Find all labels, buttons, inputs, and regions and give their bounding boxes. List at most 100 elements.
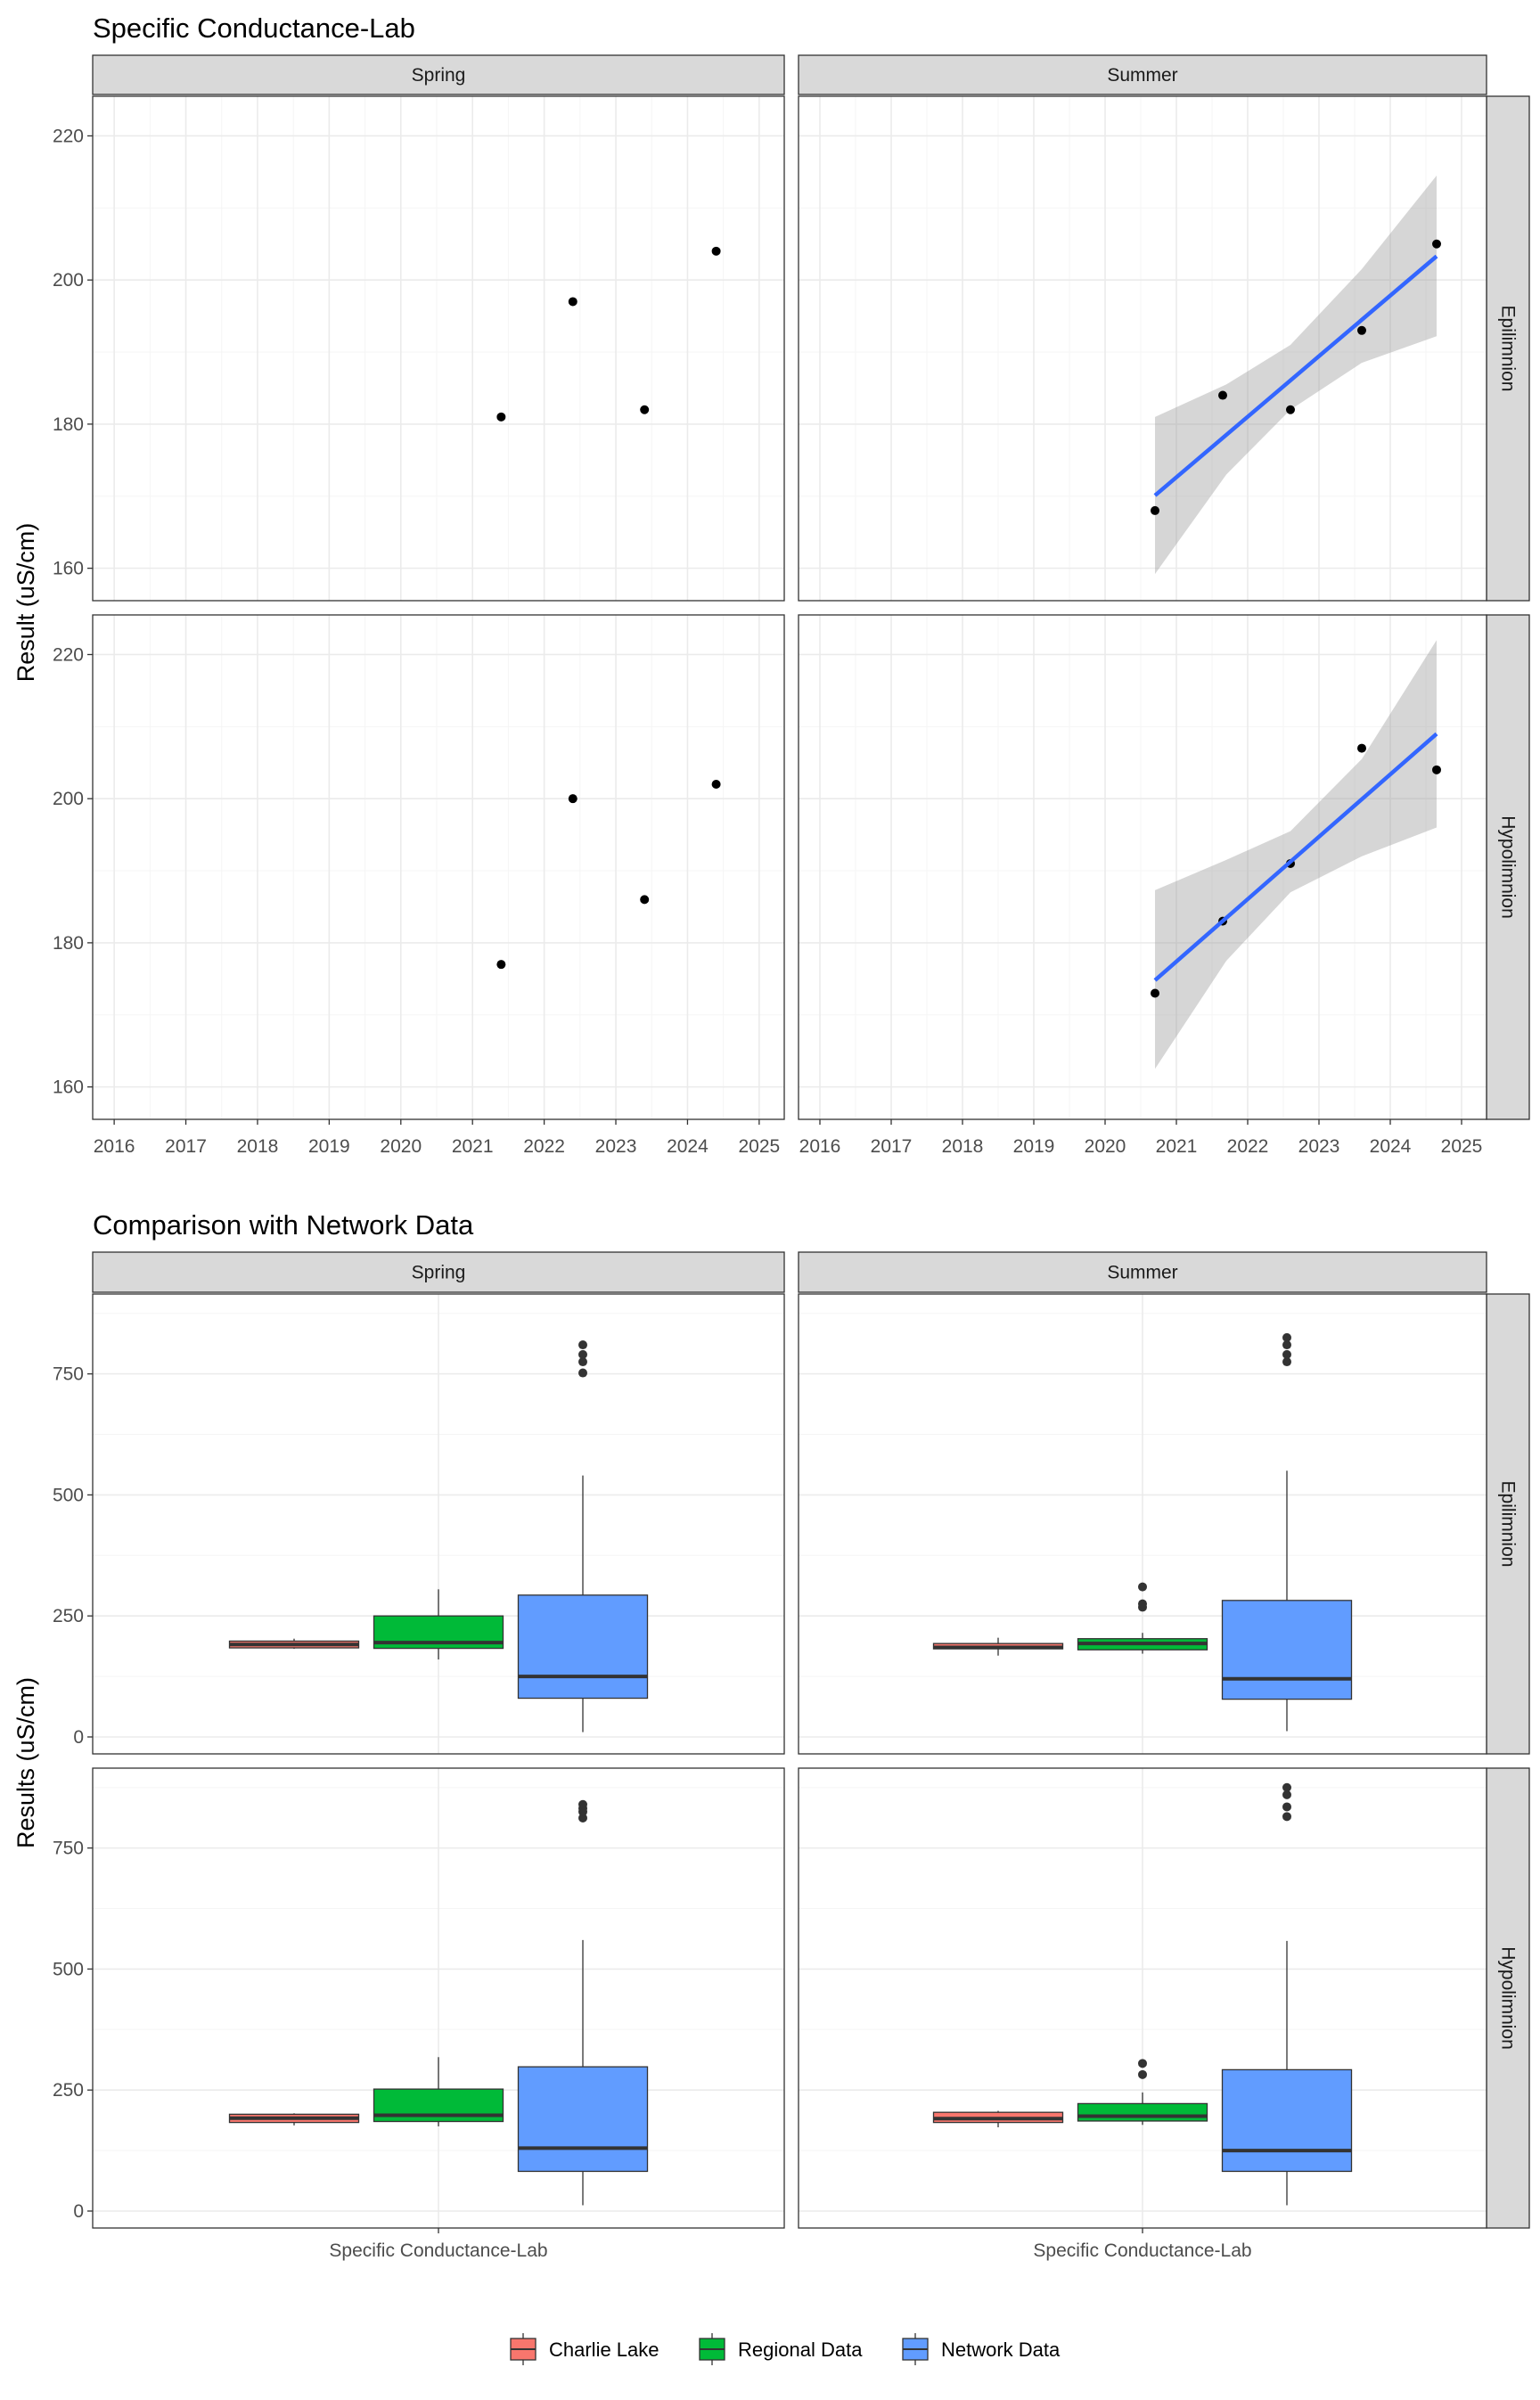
panel-border bbox=[92, 95, 785, 602]
y-tick-label: 160 bbox=[53, 1077, 84, 1098]
outlier-point bbox=[1282, 1812, 1291, 1822]
x-tick-label: 2025 bbox=[1441, 1136, 1483, 1157]
x-tick-label: Specific Conductance-Lab bbox=[329, 2240, 547, 2261]
data-point bbox=[1357, 743, 1366, 753]
x-tick-label: 2024 bbox=[667, 1136, 709, 1157]
data-point bbox=[711, 780, 721, 790]
box-network-data bbox=[517, 1799, 649, 2206]
outlier-point bbox=[1282, 1357, 1291, 1367]
panel-border bbox=[798, 614, 1487, 1120]
panel-border bbox=[798, 1293, 1487, 1755]
box-body bbox=[1221, 2068, 1353, 2173]
legend-item-regional-data: Regional Data bbox=[699, 2333, 863, 2365]
chart-title: Comparison with Network Data bbox=[93, 1209, 474, 1241]
box-charlie-lake bbox=[228, 1638, 360, 1650]
facet-strip-spring bbox=[92, 54, 785, 95]
x-tick-label: 2019 bbox=[1013, 1136, 1055, 1157]
legend-item-charlie-lake: Charlie Lake bbox=[510, 2333, 659, 2365]
facet-label-summer: Summer bbox=[1107, 1263, 1177, 1283]
legend-label: Charlie Lake bbox=[549, 2339, 659, 2361]
panel-summer-hypolimnion: 2016 2017 2018 2019 2020 2021 2022 2023 2024 2025 bbox=[798, 614, 1487, 1157]
panel-spring-epilimnion: 0 250 500 750 bbox=[53, 1293, 785, 1755]
facet-strip-hypolimnion bbox=[1486, 614, 1530, 1120]
trend-line bbox=[1153, 254, 1438, 497]
panel-background bbox=[93, 96, 784, 601]
facet-strip-summer bbox=[798, 54, 1487, 95]
outlier-point bbox=[578, 1368, 587, 1378]
box-charlie-lake bbox=[228, 2113, 360, 2126]
y-tick-label: 750 bbox=[53, 1364, 84, 1385]
data-point bbox=[1357, 325, 1366, 335]
box-regional-data bbox=[1077, 2059, 1208, 2126]
x-tick-label: 2020 bbox=[380, 1136, 422, 1157]
y-tick-label: 200 bbox=[53, 270, 84, 291]
data-point bbox=[496, 960, 506, 970]
chart-title: Specific Conductance-Lab bbox=[93, 12, 415, 44]
box-network-data bbox=[1221, 1782, 1353, 2206]
outlier-point bbox=[1282, 1340, 1291, 1350]
legend-label: Regional Data bbox=[738, 2339, 863, 2361]
data-point bbox=[640, 405, 650, 414]
y-tick-label: 200 bbox=[53, 789, 84, 809]
chart-1: Comparison with Network Data Results (uS/… bbox=[12, 1209, 1530, 2365]
panel-background bbox=[799, 96, 1487, 601]
panel-spring-epilimnion: 160 180 200 220 bbox=[53, 95, 785, 602]
y-tick-label: 750 bbox=[53, 1839, 84, 1859]
y-tick-label: 0 bbox=[73, 1727, 84, 1748]
y-tick-label: 160 bbox=[53, 559, 84, 579]
data-point bbox=[1432, 239, 1441, 249]
panel-border bbox=[798, 95, 1487, 602]
facet-label-epilimnion: Epilimnion bbox=[1498, 1481, 1519, 1568]
facet-strip-spring bbox=[92, 1251, 785, 1293]
data-point bbox=[1432, 765, 1441, 774]
y-tick-label: 250 bbox=[53, 1606, 84, 1626]
y-tick-label: 180 bbox=[53, 933, 84, 954]
facet-label-hypolimnion: Hypolimnion bbox=[1498, 815, 1519, 919]
y-tick-label: 180 bbox=[53, 414, 84, 435]
outlier-point bbox=[1282, 1802, 1291, 1812]
y-tick-label: 250 bbox=[53, 2080, 84, 2101]
panel-border bbox=[92, 614, 785, 1120]
y-tick-label: 500 bbox=[53, 1959, 84, 1979]
facet-strip-epilimnion bbox=[1486, 1293, 1530, 1755]
panel-border bbox=[92, 1293, 785, 1755]
y-tick-label: 220 bbox=[53, 126, 84, 146]
outlier-point bbox=[578, 1340, 587, 1350]
legend-item-network-data: Network Data bbox=[902, 2333, 1061, 2365]
outlier-point bbox=[1138, 1599, 1147, 1609]
panel-background bbox=[93, 615, 784, 1119]
data-point bbox=[1151, 505, 1159, 515]
facet-label-spring: Spring bbox=[412, 65, 466, 86]
panel-summer-epilimnion bbox=[798, 1293, 1487, 1755]
x-tick-label: 2022 bbox=[523, 1136, 565, 1157]
x-tick-label: 2025 bbox=[738, 1136, 780, 1157]
x-tick-label: 2018 bbox=[942, 1136, 984, 1157]
x-tick-label: 2024 bbox=[1370, 1136, 1412, 1157]
data-point bbox=[568, 297, 578, 307]
facet-strip-epilimnion bbox=[1486, 95, 1530, 602]
x-tick-label: 2019 bbox=[308, 1136, 350, 1157]
y-axis-label: Result (uS/cm) bbox=[12, 523, 39, 683]
box-body bbox=[1077, 2102, 1208, 2122]
y-tick-label: 500 bbox=[53, 1485, 84, 1505]
data-point bbox=[640, 895, 650, 905]
data-point bbox=[1151, 988, 1159, 998]
panel-summer-epilimnion bbox=[798, 95, 1487, 602]
x-tick-label: Specific Conductance-Lab bbox=[1033, 2240, 1251, 2261]
data-point bbox=[1218, 390, 1227, 400]
data-point bbox=[711, 246, 721, 256]
box-body bbox=[517, 1594, 649, 1700]
y-tick-label: 0 bbox=[73, 2201, 84, 2222]
box-body bbox=[517, 2066, 649, 2173]
x-tick-label: 2016 bbox=[799, 1136, 841, 1157]
outlier-point bbox=[1282, 1782, 1291, 1792]
facet-strip-summer bbox=[798, 1251, 1487, 1293]
box-regional-data bbox=[1077, 1582, 1208, 1654]
trend-line bbox=[1153, 732, 1438, 982]
facet-label-summer: Summer bbox=[1107, 65, 1177, 86]
outlier-point bbox=[578, 1349, 587, 1359]
facet-label-hypolimnion: Hypolimnion bbox=[1498, 1946, 1519, 2050]
x-tick-label: 2023 bbox=[595, 1136, 637, 1157]
outlier-point bbox=[578, 1813, 587, 1823]
